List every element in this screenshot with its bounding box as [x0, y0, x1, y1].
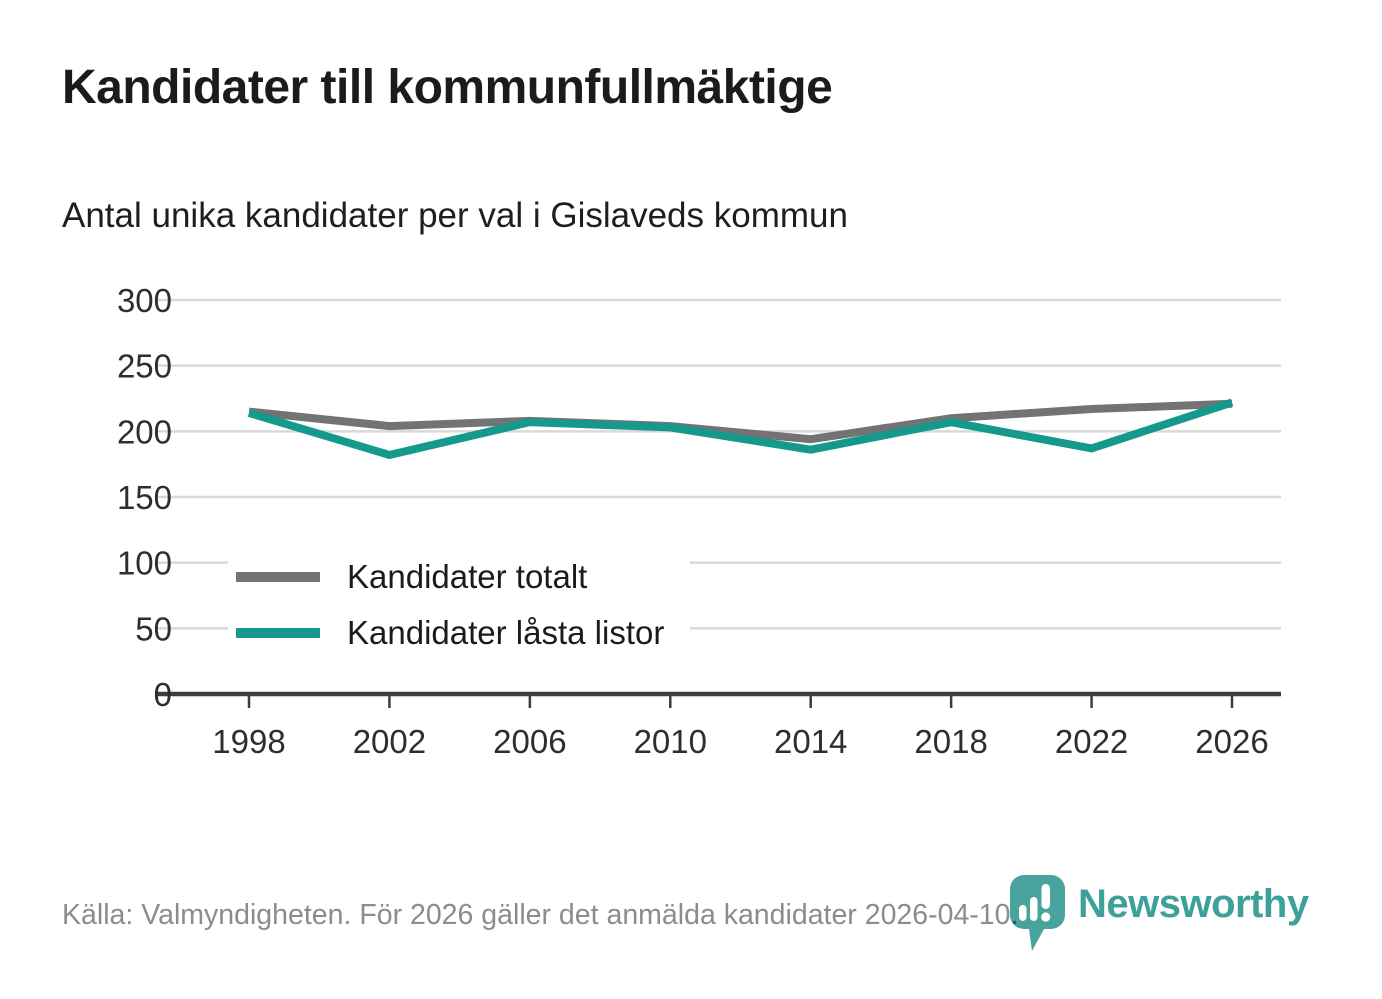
y-tick-label: 0: [154, 676, 172, 713]
x-tick-label: 2018: [914, 723, 987, 760]
page-title: Kandidater till kommunfullmäktige: [62, 61, 833, 114]
x-tick-label: 2010: [634, 723, 707, 760]
x-tick-label: 1998: [212, 723, 285, 760]
x-tick-label: 2002: [353, 723, 426, 760]
y-tick-label: 150: [117, 479, 172, 516]
source-note: Källa: Valmyndigheten. För 2026 gäller d…: [62, 899, 1019, 931]
series-line-0: [248, 399, 1233, 444]
chart-legend: Kandidater totalt Kandidater låsta listo…: [228, 544, 691, 667]
y-tick-label: 50: [135, 610, 172, 647]
legend-label-lasta-listor: Kandidater låsta listor: [347, 613, 665, 651]
y-tick-label: 200: [117, 413, 172, 450]
legend-label-totalt: Kandidater totalt: [347, 557, 588, 595]
legend-swatch-totalt: [236, 571, 320, 582]
y-tick-label: 250: [117, 348, 172, 385]
legend-item-totalt: Kandidater totalt: [236, 554, 664, 599]
newsworthy-logo: Newsworthy: [1010, 875, 1309, 953]
x-tick-label: 2006: [493, 723, 566, 760]
legend-item-lasta-listor: Kandidater låsta listor: [236, 610, 664, 655]
y-tick-label: 100: [117, 545, 172, 582]
x-tick-label: 2022: [1055, 723, 1128, 760]
x-tick-label: 2014: [774, 723, 847, 760]
newsworthy-wordmark: Newsworthy: [1078, 882, 1309, 926]
x-tick-label: 2026: [1195, 723, 1268, 760]
legend-swatch-lasta-listor: [236, 627, 320, 638]
chart-subtitle: Antal unika kandidater per val i Gislave…: [62, 196, 848, 235]
y-tick-label: 300: [117, 282, 172, 319]
series-line-1: [247, 398, 1234, 460]
bar-chart-pin-icon: [1010, 875, 1065, 951]
